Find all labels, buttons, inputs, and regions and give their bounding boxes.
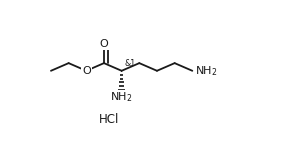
Text: O: O <box>82 66 91 76</box>
Text: NH$_2$: NH$_2$ <box>110 90 133 104</box>
Text: HCl: HCl <box>98 113 119 126</box>
Text: O: O <box>100 39 108 49</box>
Text: NH$_2$: NH$_2$ <box>195 64 218 78</box>
Text: &1: &1 <box>125 59 136 68</box>
